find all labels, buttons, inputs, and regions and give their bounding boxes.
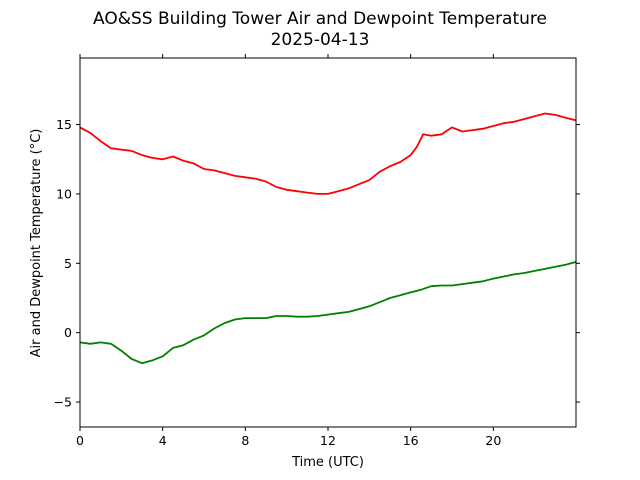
x-tick-label: 4 [159,433,167,448]
chart-subtitle: 2025-04-13 [271,30,370,50]
series-layer [79,112,577,365]
x-tick-label: 12 [320,433,336,448]
x-tick-label: 0 [76,433,84,448]
x-tick-label: 8 [241,433,249,448]
plot-frame [79,57,577,428]
y-tick-label: 0 [64,325,72,340]
y-tick-label: 5 [64,256,72,271]
y-tick-label: 15 [56,117,72,132]
y-axis-label: Air and Dewpoint Temperature (°C) [29,129,44,358]
tick-layer: 0 4 8 12 16 20 −5 0 5 10 15 [54,54,580,448]
x-axis-label: Time (UTC) [291,455,364,470]
series-line-0 [79,112,577,195]
series-line-1 [79,261,577,365]
y-tick-label: −5 [54,395,72,410]
x-tick-label: 16 [403,433,419,448]
y-tick-label: 10 [56,186,72,201]
x-tick-label: 20 [485,433,501,448]
chart-title: AO&SS Building Tower Air and Dewpoint Te… [93,9,547,29]
